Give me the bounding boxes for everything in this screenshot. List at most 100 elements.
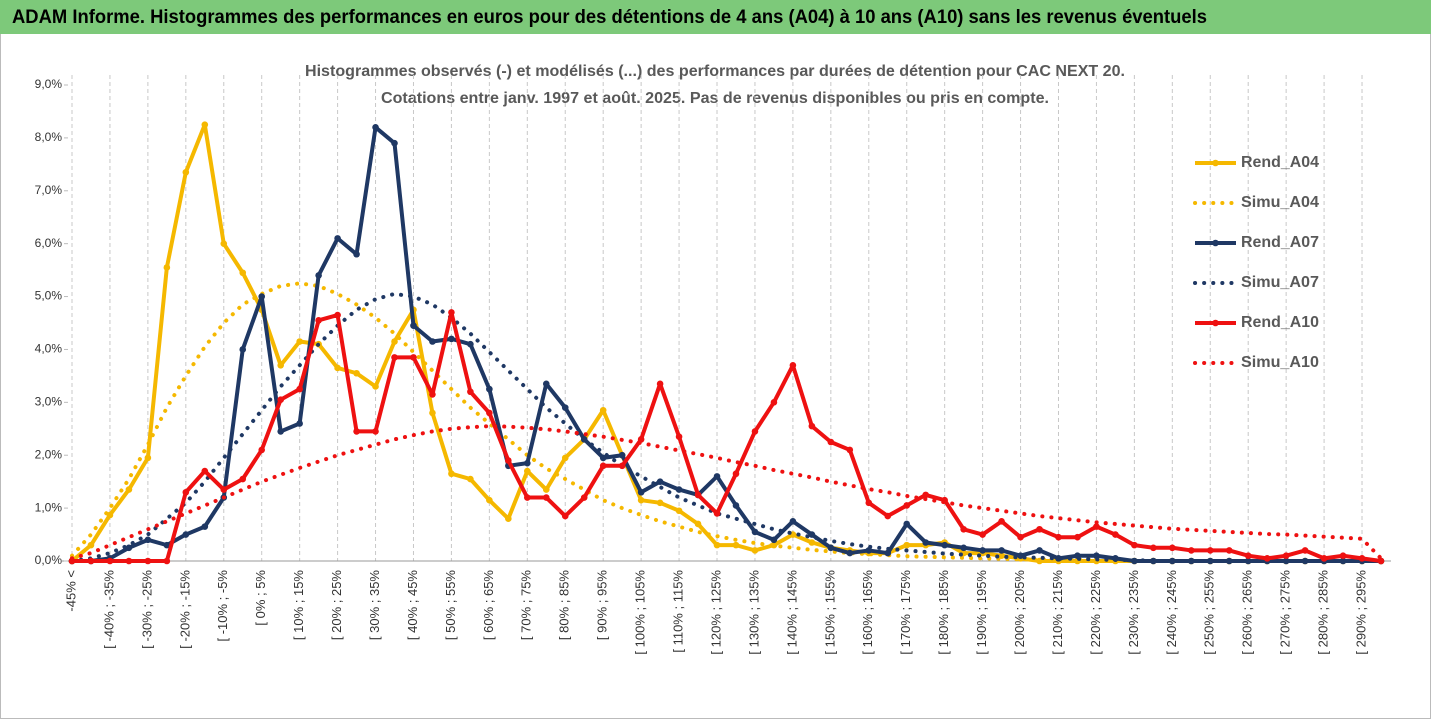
- x-tick-label: [ 60% ; 65%: [481, 570, 496, 641]
- point: [486, 385, 493, 393]
- x-tick-label: [ -30% ; -25%: [139, 570, 154, 649]
- point: [334, 235, 341, 242]
- x-tick-label: [ -20% ; -15%: [177, 570, 192, 649]
- point: [1036, 547, 1043, 554]
- point: [277, 396, 284, 403]
- point: [144, 536, 152, 544]
- x-tick-label: [ 70% ; 75%: [519, 570, 534, 641]
- x-tick-label: [ 140% ; 145%: [784, 570, 799, 655]
- point: [1206, 547, 1214, 554]
- point: [713, 473, 721, 480]
- point: [296, 338, 303, 345]
- point: [599, 406, 607, 414]
- header-band: [0, 0, 1431, 34]
- x-tick-label: [ 190% ; 195%: [974, 570, 989, 655]
- legend-label: Rend_A04: [1241, 154, 1319, 171]
- point: [732, 470, 740, 478]
- legend-label: Simu_A07: [1241, 274, 1319, 291]
- point: [296, 420, 303, 427]
- point: [258, 293, 266, 300]
- point: [979, 547, 986, 554]
- point: [467, 388, 474, 396]
- x-tick-label: [ 220% ; 225%: [1088, 570, 1103, 655]
- point: [296, 385, 303, 393]
- point: [979, 531, 986, 538]
- point: [182, 488, 190, 496]
- series-line: [70, 424, 1383, 561]
- point: [429, 391, 436, 398]
- point: [998, 547, 1005, 554]
- point: [524, 494, 531, 501]
- x-tick-label: [ 110% ; 115%: [671, 570, 686, 653]
- x-tick-label: [ 130% ; 135%: [746, 570, 761, 655]
- point: [201, 121, 209, 128]
- point: [144, 557, 152, 565]
- point: [1036, 525, 1043, 533]
- point: [486, 496, 493, 504]
- point: [770, 399, 778, 406]
- point: [884, 549, 892, 557]
- point: [372, 383, 379, 390]
- point: [201, 467, 209, 475]
- y-tick-label: 9,0%: [35, 77, 63, 91]
- point: [770, 536, 778, 544]
- point: [542, 380, 550, 388]
- point: [561, 454, 569, 462]
- x-tick-label: [ 150% ; 155%: [822, 570, 837, 655]
- point: [694, 491, 702, 499]
- point: [1282, 552, 1290, 560]
- point: [808, 539, 816, 546]
- point: [125, 544, 133, 552]
- point: [1074, 533, 1081, 541]
- point: [751, 428, 759, 435]
- x-tick-label: [ 20% ; 25%: [329, 570, 344, 641]
- point: [713, 510, 721, 517]
- point: [125, 557, 133, 565]
- y-tick-label: 5,0%: [35, 289, 63, 303]
- point: [87, 541, 95, 549]
- point: [1055, 533, 1062, 541]
- point: [922, 491, 929, 499]
- point: [808, 531, 816, 538]
- x-tick-label: [ -10% ; -5%: [215, 570, 230, 642]
- point: [1112, 531, 1119, 538]
- point: [1263, 555, 1271, 562]
- point: [599, 462, 607, 470]
- point: [884, 512, 892, 520]
- point: [732, 502, 740, 509]
- point: [827, 544, 835, 552]
- point: [201, 523, 209, 530]
- point: [106, 557, 114, 565]
- point: [960, 544, 967, 552]
- point: [277, 362, 284, 369]
- point: [1187, 557, 1195, 565]
- point: [903, 520, 911, 528]
- point: [239, 269, 247, 277]
- series-line: [70, 291, 1383, 563]
- legend-label: Rend_A07: [1241, 234, 1319, 251]
- point: [87, 557, 95, 565]
- point: [505, 515, 512, 522]
- point: [637, 496, 645, 504]
- x-tick-label: [ 200% ; 205%: [1012, 570, 1027, 655]
- point: [998, 552, 1005, 560]
- point: [315, 317, 322, 324]
- legend-label: Rend_A10: [1241, 314, 1319, 331]
- x-tick-label: [ 180% ; 185%: [936, 570, 951, 655]
- point: [618, 462, 626, 470]
- point: [410, 322, 417, 329]
- point: [713, 541, 721, 549]
- x-tick-label: [ 120% ; 125%: [708, 570, 723, 655]
- x-tick-label: [ 30% ; 35%: [367, 570, 382, 641]
- x-tick-label: [ 0% ; 5%: [253, 570, 268, 626]
- point: [125, 486, 133, 493]
- point: [751, 528, 759, 536]
- point: [808, 422, 816, 430]
- point: [599, 454, 607, 462]
- point: [1093, 523, 1100, 530]
- x-tick-label: [ 170% ; 175%: [898, 570, 913, 655]
- y-tick-label: 4,0%: [35, 342, 63, 356]
- point: [106, 511, 114, 519]
- point: [353, 369, 360, 377]
- point: [467, 475, 474, 483]
